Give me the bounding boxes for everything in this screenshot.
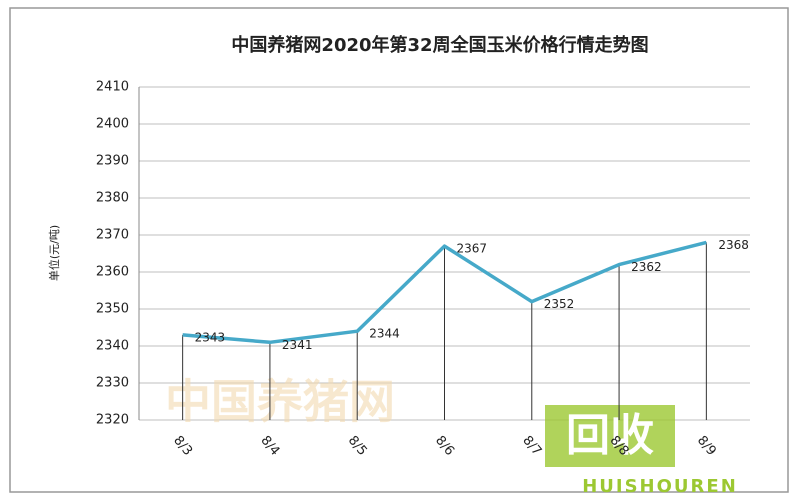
watermark-box (545, 405, 675, 467)
x-tick-label: 8/9 (694, 433, 719, 459)
watermark: HUISHOUREN (582, 476, 738, 497)
y-tick-label: 2320 (96, 413, 129, 428)
y-tick-label: 2380 (96, 191, 129, 206)
x-tick-label: 8/6 (432, 433, 457, 459)
y-axis-label: 单位(元/吨) (47, 225, 61, 281)
data-label: 2362 (631, 260, 662, 274)
x-tick-label: 8/7 (519, 433, 544, 459)
y-tick-label: 2410 (96, 80, 129, 95)
chart-frame (9, 7, 789, 493)
y-tick-label: 2370 (96, 228, 129, 243)
data-label: 2352 (544, 297, 575, 311)
y-tick-label: 2390 (96, 154, 129, 169)
y-tick-label: 2360 (96, 265, 129, 280)
x-tick-label: 8/3 (170, 433, 195, 459)
x-tick-label: 8/5 (345, 433, 370, 459)
line (182, 240, 707, 345)
y-tick-label: 2400 (96, 117, 129, 132)
y-tick-label: 2330 (96, 376, 129, 391)
data-label: 2343 (195, 330, 226, 344)
watermark: 中国养猪网 (165, 375, 395, 429)
data-label: 2344 (369, 327, 400, 341)
data-label: 2368 (718, 238, 749, 252)
y-tick-label: 2350 (96, 302, 129, 317)
data-label: 2341 (282, 338, 313, 352)
chart-title: 中国养猪网2020年第32周全国玉米价格行情走势图 (231, 34, 648, 56)
y-tick-label: 2340 (96, 339, 129, 354)
watermark: 回收 (566, 410, 654, 461)
data-label: 2367 (457, 242, 488, 256)
x-tick-label: 8/4 (257, 433, 282, 459)
